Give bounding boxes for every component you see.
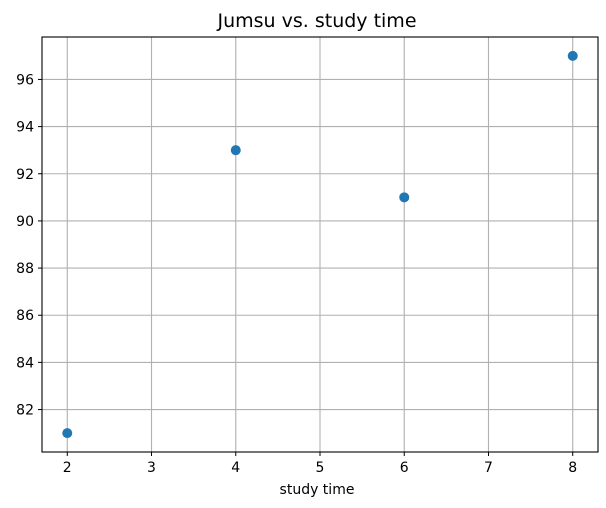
- x-tick-label: 5: [316, 460, 325, 476]
- y-tick-label: 84: [16, 355, 34, 371]
- x-tick-label: 2: [63, 460, 72, 476]
- x-tick-label: 7: [484, 460, 493, 476]
- y-tick-label: 82: [16, 403, 34, 419]
- y-tick-label: 96: [16, 72, 34, 88]
- data-points: [62, 50, 578, 439]
- x-tick-label: 6: [400, 460, 409, 476]
- y-tick-label: 92: [16, 167, 34, 183]
- y-tick-label: 88: [16, 261, 34, 277]
- x-tick-label: 8: [568, 460, 577, 476]
- y-tick-label: 86: [16, 308, 34, 324]
- data-point: [567, 50, 578, 61]
- x-axis-label: study time: [280, 482, 355, 498]
- plot-area-frame: [41, 36, 599, 453]
- axis-ticks: 2 3 4 5 6 7 8 82 84 86 88 90 92 94 96: [16, 72, 577, 476]
- x-tick-label: 3: [147, 460, 156, 476]
- grid: [42, 37, 598, 452]
- y-tick-label: 90: [16, 214, 34, 230]
- data-point: [399, 192, 410, 203]
- y-tick-label: 94: [16, 120, 34, 136]
- data-point: [62, 428, 73, 439]
- x-tick-label: 4: [231, 460, 240, 476]
- data-point: [230, 145, 241, 156]
- chart-title: Jumsu vs. study time: [216, 10, 416, 32]
